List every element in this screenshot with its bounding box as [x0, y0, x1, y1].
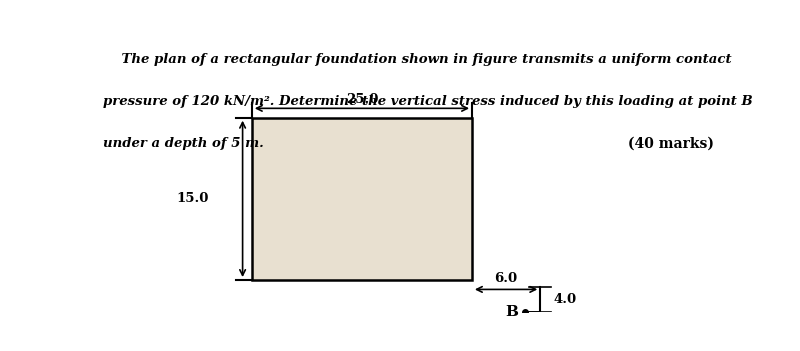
Text: 6.0: 6.0: [494, 272, 518, 285]
Text: pressure of 120 kN/m². Determine the vertical stress induced by this loading at : pressure of 120 kN/m². Determine the ver…: [103, 95, 753, 108]
Text: (40 marks): (40 marks): [628, 137, 714, 151]
Text: 15.0: 15.0: [176, 192, 209, 205]
Text: under a depth of 5 m.: under a depth of 5 m.: [103, 137, 264, 150]
Text: The plan of a rectangular foundation shown in figure transmits a uniform contact: The plan of a rectangular foundation sho…: [103, 53, 732, 66]
Text: B: B: [506, 305, 518, 319]
Bar: [252, 118, 472, 280]
Text: 25.0: 25.0: [346, 93, 378, 106]
Text: 4.0: 4.0: [554, 293, 577, 306]
